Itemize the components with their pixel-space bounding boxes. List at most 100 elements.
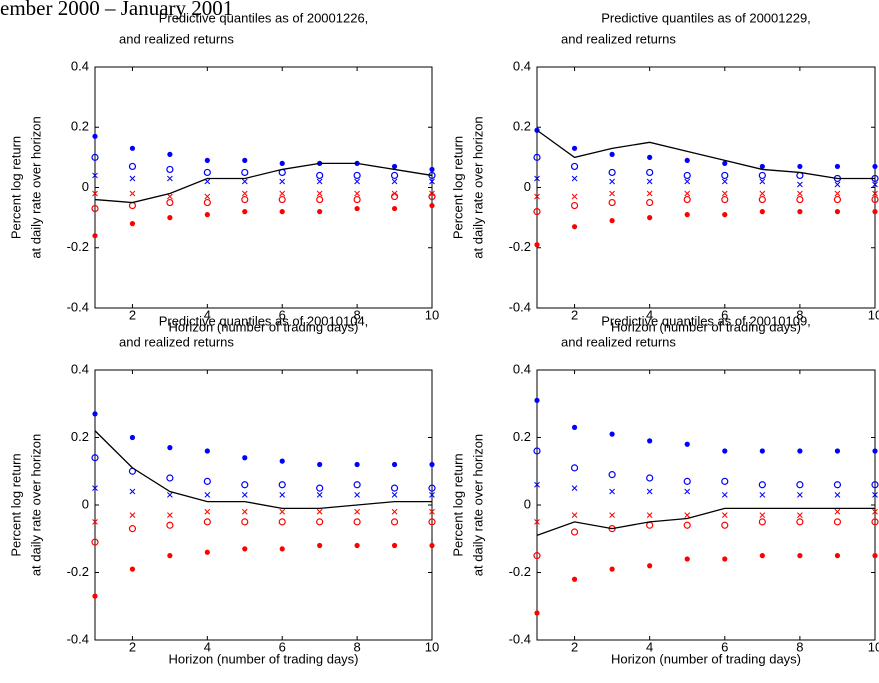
- quantile-marker: [91, 538, 99, 546]
- quantile-marker: [534, 397, 540, 403]
- quantile-marker: [758, 518, 766, 526]
- quantile-marker: [646, 178, 653, 185]
- quantile-marker: [317, 209, 323, 215]
- quantile-marker: [279, 508, 286, 515]
- x-axis-label: Horizon (number of trading days): [611, 319, 801, 334]
- chart-title: Predictive quantiles as of 20001226,: [159, 10, 369, 25]
- quantile-marker: [279, 209, 285, 215]
- quantile-marker: [721, 178, 728, 185]
- quantile-marker: [683, 171, 691, 180]
- quantile-marker: [533, 208, 541, 216]
- axes-box: [536, 369, 876, 641]
- quantile-marker: [571, 424, 578, 430]
- quantile-marker: [759, 448, 765, 454]
- y-axis-label: Percent log return: [450, 136, 465, 239]
- quantile-marker: [129, 488, 136, 495]
- quantile-marker: [390, 484, 399, 492]
- quantile-marker: [683, 521, 691, 529]
- quantile-marker: [533, 447, 541, 455]
- quantile-marker: [834, 492, 841, 498]
- quantile-marker: [391, 492, 398, 498]
- quantile-marker: [429, 542, 435, 549]
- y-tick-label: 0: [524, 179, 531, 194]
- quantile-marker: [428, 484, 436, 492]
- quantile-marker: [241, 178, 248, 185]
- y-axis-label: Percent log return: [8, 453, 23, 556]
- quantile-marker: [646, 521, 654, 529]
- quantile-marker: [571, 193, 578, 200]
- quantile-marker: [684, 488, 691, 495]
- quantile-marker: [354, 178, 360, 185]
- quantile-marker: [92, 190, 98, 197]
- quantile-marker: [166, 165, 174, 174]
- quantile-marker: [316, 195, 324, 204]
- quantile-marker: [317, 461, 323, 468]
- quantile-marker: [279, 492, 286, 498]
- quantile-marker: [571, 145, 578, 151]
- quantile-marker: [834, 209, 841, 215]
- quantile-marker: [167, 175, 173, 182]
- quantile-marker: [571, 224, 578, 230]
- y-axis-label: at daily rate over horizon: [28, 434, 43, 576]
- quantile-marker: [391, 508, 398, 515]
- quantile-marker: [128, 162, 137, 171]
- x-tick-label: 10: [868, 639, 879, 654]
- quantile-marker: [203, 198, 211, 207]
- quantile-marker: [278, 481, 286, 489]
- quantile-marker: [241, 492, 248, 498]
- chart-title: Predictive quantiles as of 20001229,: [601, 10, 811, 25]
- y-tick-label: 0.4: [513, 58, 531, 73]
- quantile-marker: [242, 546, 248, 552]
- quantile-marker: [429, 508, 435, 515]
- quantile-marker: [759, 178, 766, 185]
- quantile-marker: [570, 464, 579, 472]
- quantile-marker: [166, 198, 174, 207]
- quantile-marker: [354, 190, 360, 197]
- quantile-marker: [646, 512, 653, 518]
- quantile-marker: [571, 175, 578, 182]
- x-tick-label: 8: [353, 307, 360, 322]
- quantile-marker: [797, 181, 803, 188]
- x-tick-label: 8: [796, 307, 803, 322]
- x-tick-label: 8: [796, 639, 803, 654]
- quantile-marker: [722, 448, 728, 454]
- quantile-marker: [834, 508, 841, 515]
- quantile-marker: [721, 195, 729, 204]
- chart-title: and realized returns: [561, 31, 676, 46]
- quantile-marker: [796, 195, 804, 204]
- quantile-marker: [391, 542, 398, 549]
- quantile-marker: [609, 512, 615, 518]
- quantile-marker: [167, 193, 173, 200]
- quantile-marker: [279, 546, 285, 552]
- quantile-marker: [759, 190, 766, 197]
- quantile-marker: [316, 484, 324, 492]
- y-tick-label: -0.2: [67, 564, 89, 579]
- quantile-marker: [570, 201, 579, 210]
- quantile-marker: [317, 542, 323, 549]
- quantile-marker: [834, 181, 841, 188]
- y-axis-label: at daily rate over horizon: [470, 434, 485, 576]
- chart-title: and realized returns: [119, 334, 234, 349]
- quantile-marker: [684, 441, 690, 447]
- quantile-marker: [647, 154, 653, 160]
- y-tick-label: 0: [82, 496, 89, 511]
- quantile-marker: [646, 488, 653, 495]
- quantile-marker: [204, 508, 211, 515]
- quantile-marker: [797, 448, 803, 454]
- quantile-marker: [241, 195, 249, 204]
- quantile-marker: [871, 481, 879, 489]
- y-tick-label: -0.2: [509, 239, 531, 254]
- page-header: ember 2000 – January 2001: [0, 0, 233, 20]
- quantile-marker: [242, 209, 248, 215]
- quantile-marker: [91, 153, 99, 161]
- x-axis-label: Horizon (number of trading days): [611, 651, 801, 666]
- quantile-marker: [797, 190, 803, 197]
- quantile-marker: [684, 190, 691, 197]
- quantile-marker: [391, 461, 398, 468]
- y-axis-label: Percent log return: [450, 453, 465, 556]
- quantile-marker: [534, 481, 540, 488]
- quantile-marker: [204, 448, 210, 454]
- quantile-marker: [797, 553, 803, 559]
- quantile-marker: [609, 218, 615, 224]
- quantile-marker: [534, 193, 540, 200]
